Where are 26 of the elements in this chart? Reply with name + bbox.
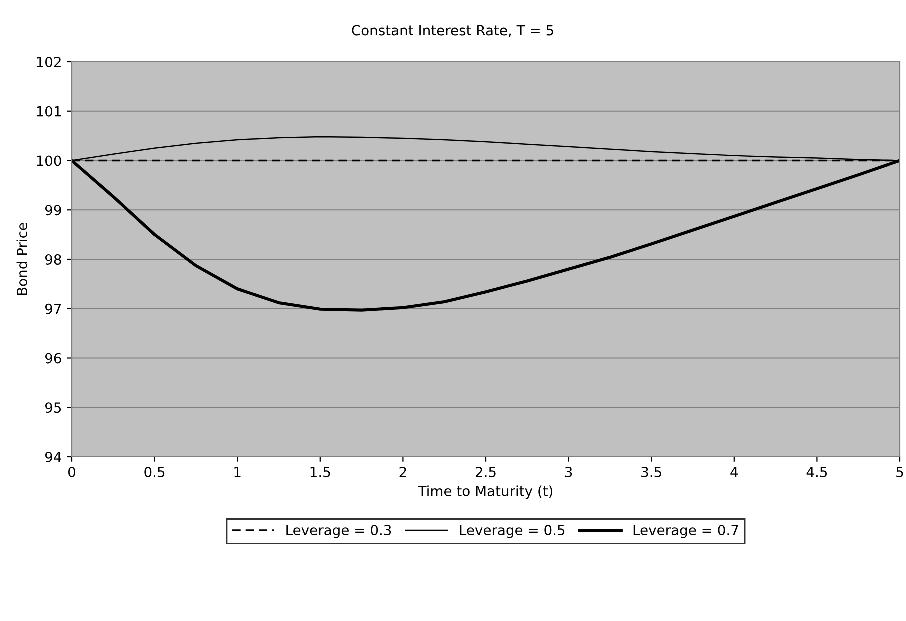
y-tick-label: 94 — [45, 452, 62, 462]
y-tick-label: 98 — [45, 254, 62, 265]
y-tick-label: 97 — [45, 304, 62, 314]
legend-label: Leverage = 0.5 — [460, 525, 565, 538]
y-tick-label: 100 — [37, 156, 62, 166]
chart-title: Constant Interest Rate, T = 5 — [352, 25, 554, 38]
x-tick-label: 2.5 — [476, 466, 496, 478]
x-tick-label: 5 — [896, 467, 904, 478]
x-tick-label: 0.5 — [144, 466, 165, 478]
y-tick-label: 102 — [37, 56, 61, 68]
x-tick-label: 3.5 — [642, 466, 662, 478]
x-tick-label: 4.5 — [806, 467, 828, 478]
legend-label: Leverage = 0.3 — [286, 525, 392, 538]
y-axis-title: Bond Price — [16, 223, 28, 296]
x-tick-label: 3 — [565, 466, 572, 478]
y-tick-label: 95 — [45, 402, 62, 414]
x-axis-title: Time to Maturity (t) — [418, 486, 553, 500]
x-tick-label: 4 — [730, 467, 738, 478]
y-tick-label: 101 — [37, 106, 61, 117]
x-tick-label: 0 — [68, 466, 76, 478]
y-tick-label: 99 — [45, 205, 62, 216]
legend-label: Leverage = 0.7 — [634, 525, 738, 538]
x-tick-label: 1.5 — [310, 467, 330, 478]
x-tick-label: 2 — [400, 466, 406, 478]
x-tick-label: 1 — [234, 467, 241, 478]
y-tick-label: 96 — [45, 353, 62, 364]
